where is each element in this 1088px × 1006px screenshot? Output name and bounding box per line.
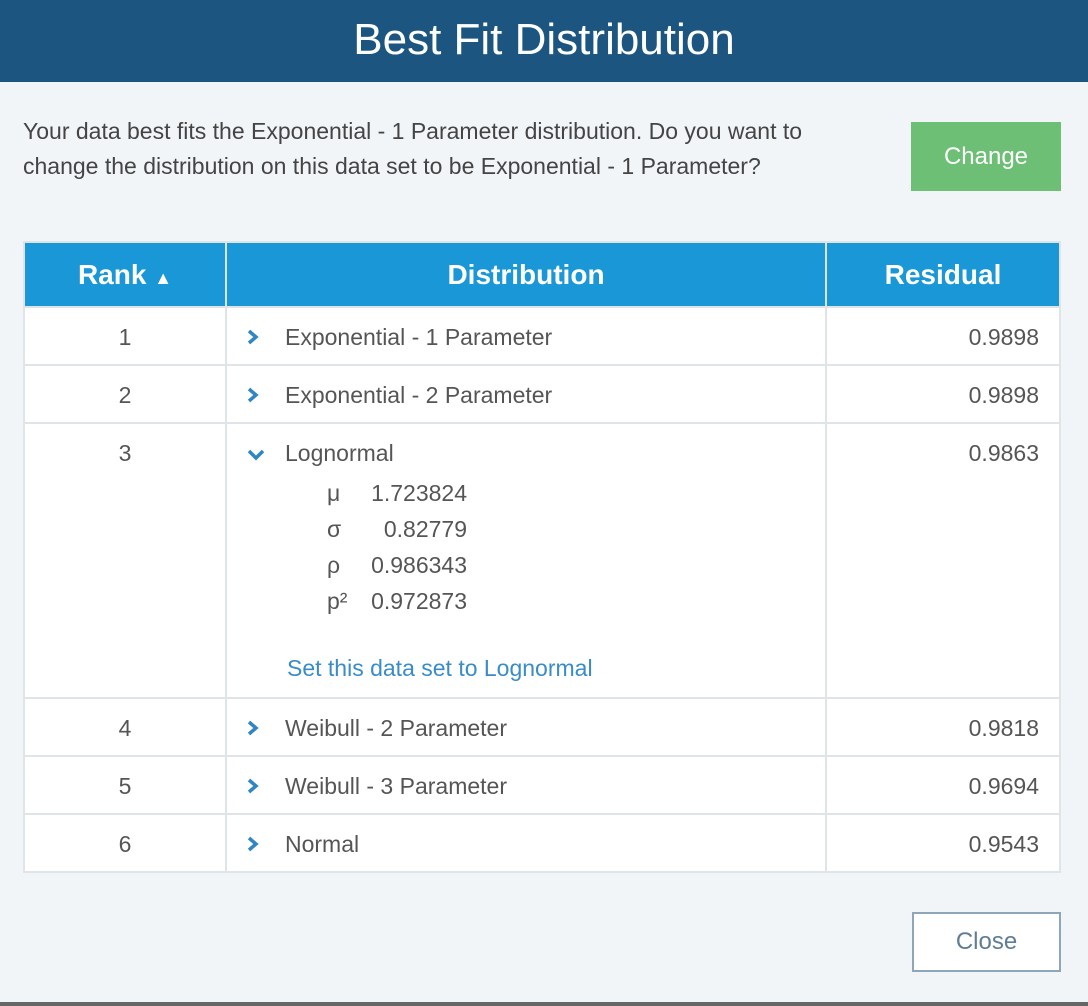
distribution-cell: Weibull - 2 Parameter (225, 697, 827, 757)
distribution-name[interactable]: Exponential - 2 Parameter (285, 382, 553, 408)
rank-cell: 3 (23, 422, 227, 699)
parameter-symbol: μ (327, 480, 341, 506)
set-distribution-link[interactable]: Set this data set to Lognormal (287, 655, 593, 681)
residual-cell: 0.9898 (825, 306, 1061, 366)
table-row: 3 Lognormal μ 1.723824 σ 0.82779 ρ 0.986343 p² 0… (23, 422, 1061, 699)
parameter-row: σ 0.82779 (327, 511, 825, 547)
parameter-row: μ 1.723824 (327, 475, 825, 511)
rank-cell: 4 (23, 697, 227, 757)
table-row: 4 Weibull - 2 Parameter 0.9818 (23, 697, 1061, 757)
rank-cell: 1 (23, 306, 227, 366)
residual-cell: 0.9543 (825, 813, 1061, 873)
dialog-title: Best Fit Distribution (0, 0, 1088, 82)
residual-header[interactable]: Residual (825, 241, 1061, 308)
distribution-cell: Weibull - 3 Parameter (225, 755, 827, 815)
parameter-value: 0.82779 (383, 516, 467, 542)
rank-cell: 2 (23, 364, 227, 424)
distribution-name[interactable]: Lognormal (285, 440, 394, 466)
rank-cell: 6 (23, 813, 227, 873)
table-row: 1 Exponential - 1 Parameter 0.9898 (23, 306, 1061, 366)
chevron-right-icon[interactable] (247, 715, 285, 742)
chevron-right-icon[interactable] (247, 831, 285, 858)
parameter-list: μ 1.723824 σ 0.82779 ρ 0.986343 p² 0.972873 (327, 475, 825, 619)
residual-cell: 0.9898 (825, 364, 1061, 424)
distribution-cell: Exponential - 1 Parameter (225, 306, 827, 366)
parameter-value: 0.972873 (371, 588, 467, 614)
background-edge (0, 1002, 1088, 1006)
table-row: 5 Weibull - 3 Parameter 0.9694 (23, 755, 1061, 815)
parameter-symbol: σ (327, 516, 342, 542)
parameter-value: 0.986343 (371, 552, 467, 578)
parameter-symbol: p² (327, 588, 348, 614)
residual-cell: 0.9694 (825, 755, 1061, 815)
fit-message: Your data best fits the Exponential - 1 … (23, 118, 803, 179)
distribution-table: Rank ▲ Distribution Residual 1 Exponenti… (23, 241, 1061, 873)
parameter-row: ρ 0.986343 (327, 547, 825, 583)
distribution-name[interactable]: Exponential - 1 Parameter (285, 324, 553, 350)
distribution-name[interactable]: Normal (285, 831, 360, 857)
distribution-name[interactable]: Weibull - 2 Parameter (285, 715, 507, 741)
distribution-cell: Lognormal μ 1.723824 σ 0.82779 ρ 0.986343 p² 0.9… (225, 422, 827, 699)
chevron-right-icon[interactable] (247, 382, 285, 409)
chevron-right-icon[interactable] (247, 773, 285, 800)
table-row: 6 Normal 0.9543 (23, 813, 1061, 873)
residual-cell: 0.9818 (825, 697, 1061, 757)
rank-header-label: Rank (77, 258, 147, 290)
residual-cell: 0.9863 (825, 422, 1061, 699)
parameter-value: 1.723824 (371, 480, 467, 506)
distribution-header[interactable]: Distribution (225, 241, 827, 308)
parameter-row: p² 0.972873 (327, 583, 825, 619)
distribution-name[interactable]: Weibull - 3 Parameter (285, 773, 507, 799)
parameter-symbol: ρ (327, 552, 341, 578)
rank-cell: 5 (23, 755, 227, 815)
table-row: 2 Exponential - 2 Parameter 0.9898 (23, 364, 1061, 424)
distribution-cell: Exponential - 2 Parameter (225, 364, 827, 424)
close-button[interactable]: Close (912, 912, 1061, 972)
chevron-right-icon[interactable] (247, 324, 285, 351)
change-button[interactable]: Change (911, 122, 1061, 191)
sort-ascending-icon: ▲ (154, 267, 173, 288)
distribution-cell: Normal (225, 813, 827, 873)
chevron-down-icon[interactable] (247, 440, 285, 467)
rank-header[interactable]: Rank ▲ (23, 241, 227, 308)
